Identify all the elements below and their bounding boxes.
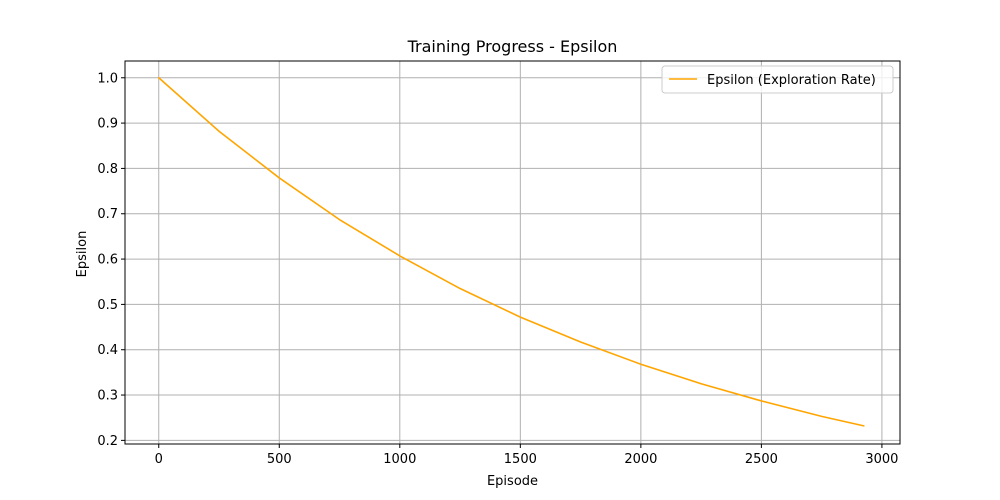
x-tick-label: 2000 bbox=[624, 452, 657, 467]
y-tick-label: 0.4 bbox=[97, 343, 118, 358]
y-tick-label: 0.9 bbox=[97, 117, 118, 132]
axes: 0 500 1000 1500 2000 2500 3000 0.2 0.3 0.4 0.5 0.6 0… bbox=[97, 71, 898, 467]
y-tick-label: 0.7 bbox=[97, 207, 118, 222]
legend-label: Epsilon (Exploration Rate) bbox=[707, 73, 876, 88]
legend: Epsilon (Exploration Rate) bbox=[661, 65, 894, 94]
legend-box bbox=[661, 65, 894, 94]
series-line-epsilon bbox=[157, 76, 865, 427]
x-tick-label: 0 bbox=[155, 452, 163, 467]
plot-frame bbox=[124, 60, 901, 445]
y-tick-label: 0.8 bbox=[97, 162, 118, 177]
x-tick-label: 1500 bbox=[504, 452, 537, 467]
x-tick-label: 3000 bbox=[865, 452, 898, 467]
x-axis-title: Episode bbox=[487, 474, 538, 489]
y-tick-label: 0.2 bbox=[97, 434, 118, 449]
y-axis-title: Epsilon bbox=[75, 231, 90, 278]
chart-title: Training Progress - Epsilon bbox=[407, 37, 618, 56]
grid bbox=[125, 61, 900, 444]
y-tick-label: 0.3 bbox=[97, 389, 118, 404]
y-tick-label: 1.0 bbox=[97, 71, 118, 86]
series-layer bbox=[157, 76, 865, 427]
y-tick-label: 0.5 bbox=[97, 298, 118, 313]
y-tick-label: 0.6 bbox=[97, 253, 118, 268]
x-tick-label: 2500 bbox=[745, 452, 778, 467]
x-tick-label: 1000 bbox=[383, 452, 416, 467]
x-tick-label: 500 bbox=[267, 452, 292, 467]
